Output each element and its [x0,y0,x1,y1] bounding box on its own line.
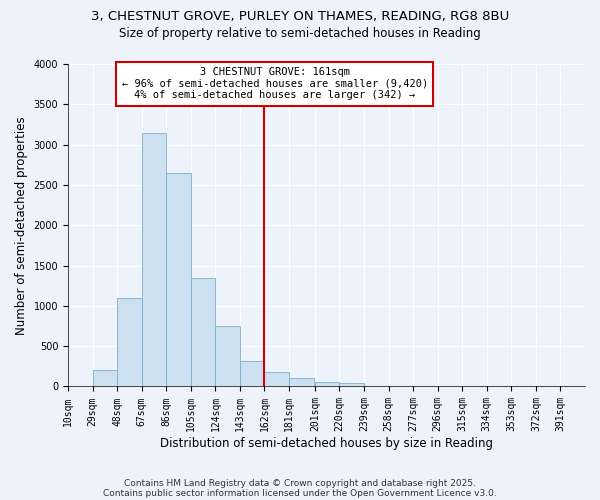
X-axis label: Distribution of semi-detached houses by size in Reading: Distribution of semi-detached houses by … [160,437,493,450]
Text: Size of property relative to semi-detached houses in Reading: Size of property relative to semi-detach… [119,28,481,40]
Y-axis label: Number of semi-detached properties: Number of semi-detached properties [15,116,28,334]
Bar [340,383,364,386]
Text: Contains HM Land Registry data © Crown copyright and database right 2025.: Contains HM Land Registry data © Crown c… [124,478,476,488]
Bar [240,362,265,386]
Bar [265,372,289,386]
Bar [117,298,142,386]
Bar [142,132,166,386]
Bar [315,382,340,386]
Text: Contains public sector information licensed under the Open Government Licence v3: Contains public sector information licen… [103,488,497,498]
Bar [215,326,240,386]
Bar [191,278,215,386]
Bar [92,370,117,386]
Bar [166,173,191,386]
Text: 3 CHESTNUT GROVE: 161sqm
← 96% of semi-detached houses are smaller (9,420)
4% of: 3 CHESTNUT GROVE: 161sqm ← 96% of semi-d… [122,67,428,100]
Bar [289,378,314,386]
Text: 3, CHESTNUT GROVE, PURLEY ON THAMES, READING, RG8 8BU: 3, CHESTNUT GROVE, PURLEY ON THAMES, REA… [91,10,509,23]
